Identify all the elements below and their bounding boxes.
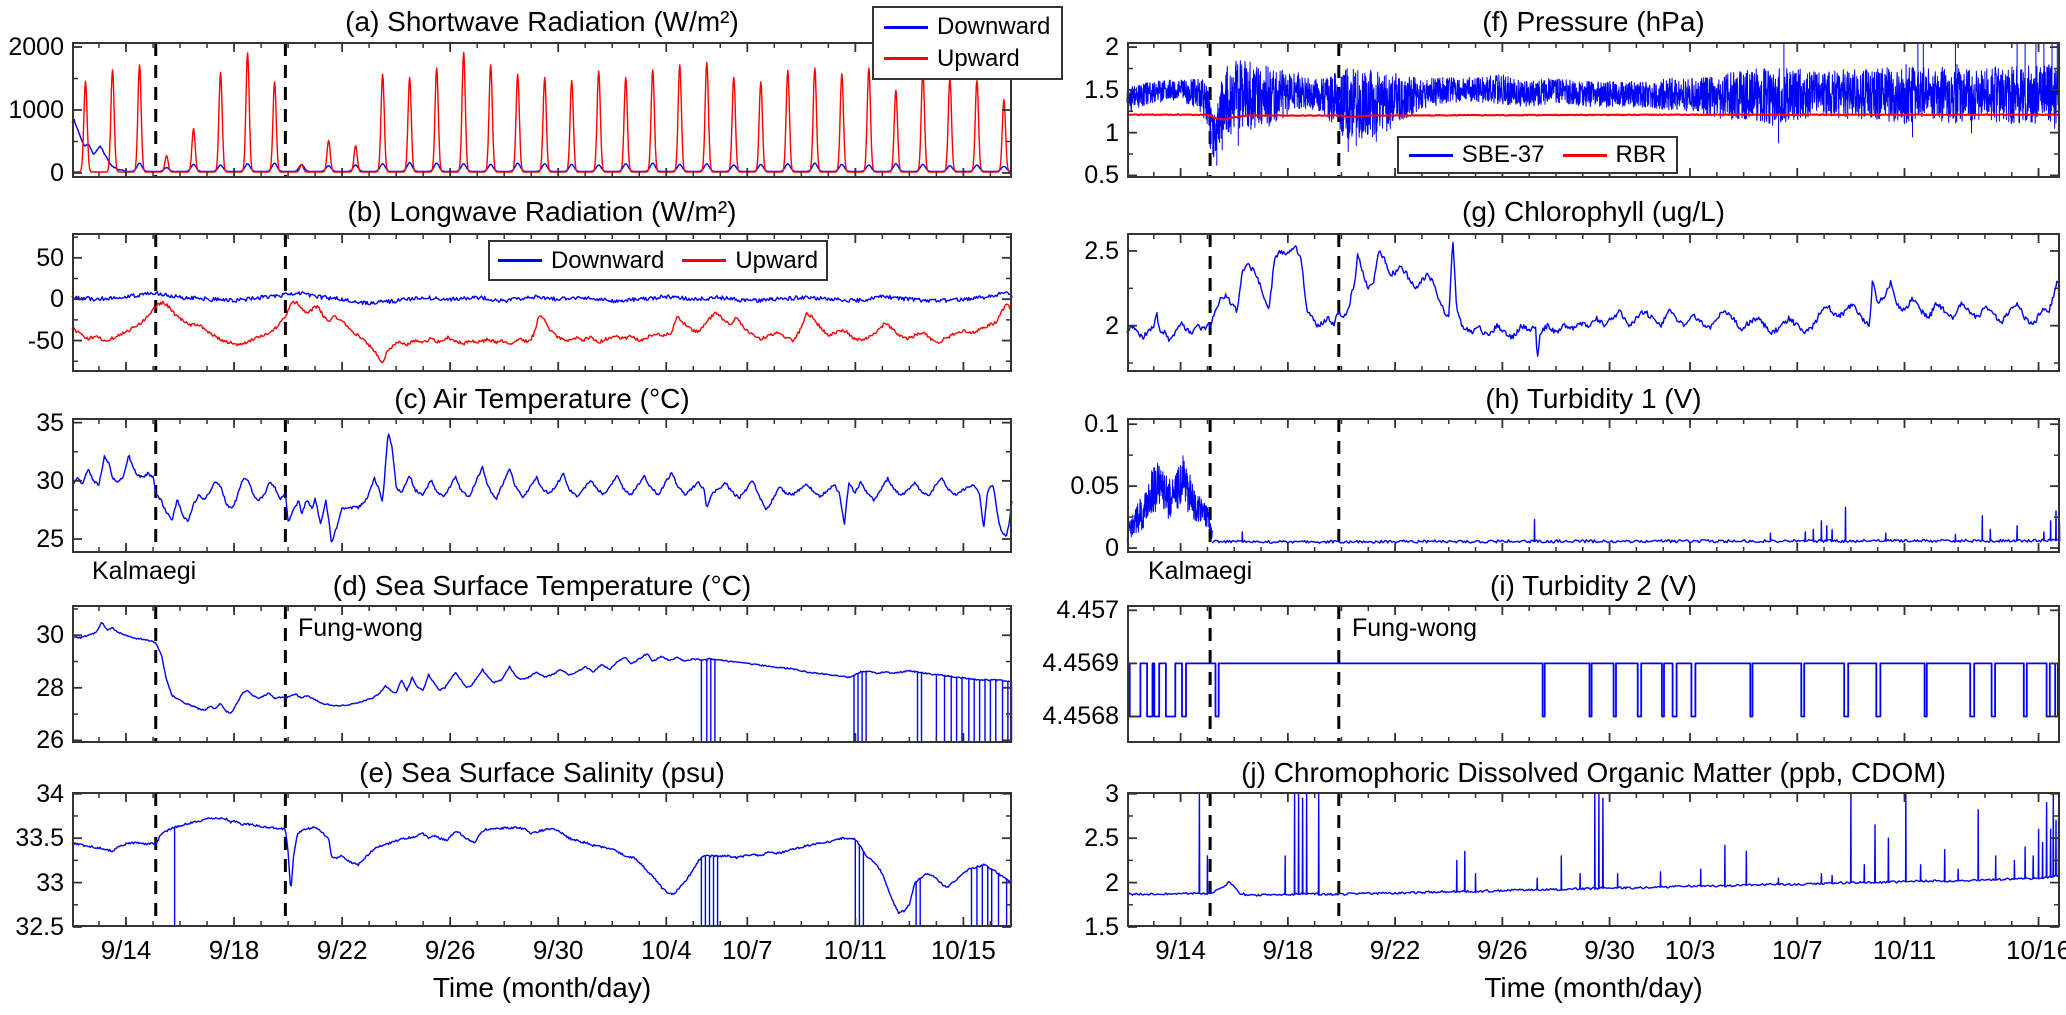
y-tick-label: 3 [1105, 779, 1119, 808]
legend-label: Downward [550, 246, 665, 274]
subplot-a-title: (a) Shortwave Radiation (W/m²) [345, 6, 739, 37]
subplot-b-title: (b) Longwave Radiation (W/m²) [347, 196, 737, 227]
legend-longwave: Downward Upward [488, 240, 828, 281]
subplot-b-plot-area [71, 233, 1013, 372]
subplot-e-title: (e) Sea Surface Salinity (psu) [359, 757, 725, 788]
legend-pressure: SBE-37 RBR [1397, 136, 1678, 174]
y-tick-label: 0 [50, 285, 64, 314]
subplot-e-plot-area [71, 792, 1013, 928]
y-tick-label: 1000 [8, 96, 64, 124]
y-tick-label: 2 [1105, 868, 1119, 897]
x-tick-label: 10/11 [1872, 935, 1937, 965]
subplot-f-title: (f) Pressure (hPa) [1482, 6, 1705, 37]
subplot-i-plot-area [1127, 605, 2060, 743]
y-tick-label: 1 [1105, 118, 1119, 147]
downward-line-swatch [884, 25, 928, 29]
subplot-i-title: (i) Turbidity 2 (V) [1490, 570, 1697, 601]
y-tick-label: 33.5 [15, 824, 64, 853]
y-tick-label: 0.1 [1084, 410, 1119, 439]
upward-line-swatch [682, 259, 727, 262]
y-tick-label: 4.457 [1056, 596, 1119, 625]
y-tick-label: 2.5 [1084, 824, 1119, 853]
legend-entry-downward: Downward [497, 246, 665, 275]
x-tick-label: 9/26 [424, 935, 476, 965]
x-tick-label: 9/30 [532, 935, 584, 965]
y-tick-label: 50 [36, 243, 64, 272]
x-tick-label: 9/18 [1262, 935, 1314, 965]
x-tick-label: 10/4 [640, 935, 692, 965]
legend-entry-sbe37: SBE-37 [1408, 141, 1545, 169]
legend-label: Upward [937, 44, 1020, 72]
legend-entry-downward: Downward [884, 13, 1050, 41]
legend-label: SBE-37 [1461, 141, 1545, 168]
subplot-c-plot-area [71, 418, 1013, 553]
y-tick-label: 1.5 [1084, 913, 1119, 941]
x-tick-label: 10/11 [823, 935, 887, 965]
y-tick-label: 2 [1105, 33, 1119, 62]
legend-label: RBR [1615, 141, 1667, 168]
y-tick-label: 30 [36, 466, 64, 495]
downward-line-swatch [497, 259, 542, 262]
y-tick-label: 32.5 [15, 913, 64, 941]
y-tick-label: 35 [36, 408, 64, 437]
x-axis-label-right: Time (month/day) [1484, 972, 1703, 1003]
subplot-d-plot-area [71, 605, 1013, 743]
y-tick-label: 1.5 [1084, 75, 1119, 104]
y-tick-label: 4.4568 [1042, 702, 1119, 731]
x-tick-label: 9/22 [1369, 935, 1421, 965]
legend-label: Downward [937, 13, 1051, 41]
upward-line-swatch [884, 57, 928, 61]
y-tick-label: 26 [36, 726, 64, 755]
y-tick-label: 30 [36, 621, 64, 650]
y-tick-label: 2.5 [1084, 236, 1119, 265]
x-tick-label: 10/16 [2006, 935, 2066, 965]
x-tick-label: 9/22 [316, 935, 368, 965]
y-tick-label: 0.5 [1084, 161, 1119, 190]
legend-entry-upward: Upward [682, 247, 818, 275]
subplot-c-title: (c) Air Temperature (°C) [394, 383, 690, 414]
legend-entry-rbr: RBR [1562, 141, 1667, 169]
sbe37-line-swatch [1408, 153, 1453, 157]
y-tick-label: 0 [1105, 534, 1119, 563]
rbr-line-swatch [1562, 153, 1607, 157]
subplot-a-plot-area [71, 42, 1013, 178]
legend-label: Upward [735, 246, 819, 274]
x-tick-label: 10/3 [1664, 935, 1716, 965]
x-tick-label: 9/26 [1477, 935, 1528, 965]
legend-shortwave: Downward Upward [872, 6, 1063, 80]
subplot-g-title: (g) Chlorophyll (ug/L) [1462, 196, 1725, 227]
y-tick-label: -50 [27, 326, 64, 355]
x-tick-label: 10/7 [1771, 935, 1823, 965]
y-tick-label: 0 [50, 158, 64, 187]
annotation-kalmaegi-right: Kalmaegi [1148, 557, 1253, 585]
y-tick-label: 25 [36, 525, 64, 554]
subplot-j-plot-area [1126, 792, 2061, 928]
y-tick-label: 2000 [8, 33, 64, 62]
x-tick-label: 9/18 [208, 935, 260, 965]
y-tick-label: 0.05 [1070, 472, 1119, 501]
x-axis-label-left: Time (month/day) [432, 972, 652, 1003]
annotation-fung-wong-left: Fung-wong [298, 614, 424, 642]
annotation-kalmaegi-left: Kalmaegi [92, 557, 197, 585]
y-tick-label: 28 [36, 673, 64, 702]
x-tick-label: 10/15 [930, 935, 996, 965]
subplot-h-plot-area [1126, 418, 2061, 553]
x-tick-label: 9/14 [1155, 935, 1206, 965]
subplot-j-title: (j) Chromophoric Dissolved Organic Matte… [1241, 757, 1946, 788]
annotation-fung-wong-right: Fung-wong [1352, 614, 1478, 642]
x-tick-label: 9/30 [1584, 935, 1635, 965]
legend-entry-upward: Upward [884, 45, 1020, 73]
subplot-d-title: (d) Sea Surface Temperature (°C) [332, 570, 752, 601]
x-tick-label: 9/14 [100, 935, 152, 965]
y-tick-label: 2 [1105, 311, 1119, 340]
subplot-h-title: (h) Turbidity 1 (V) [1485, 383, 1702, 414]
y-tick-label: 33 [36, 868, 64, 897]
y-tick-label: 34 [36, 779, 64, 808]
subplot-g-plot-area [1126, 233, 2061, 372]
y-tick-label: 4.4569 [1042, 649, 1119, 678]
x-tick-label: 10/7 [721, 935, 773, 965]
